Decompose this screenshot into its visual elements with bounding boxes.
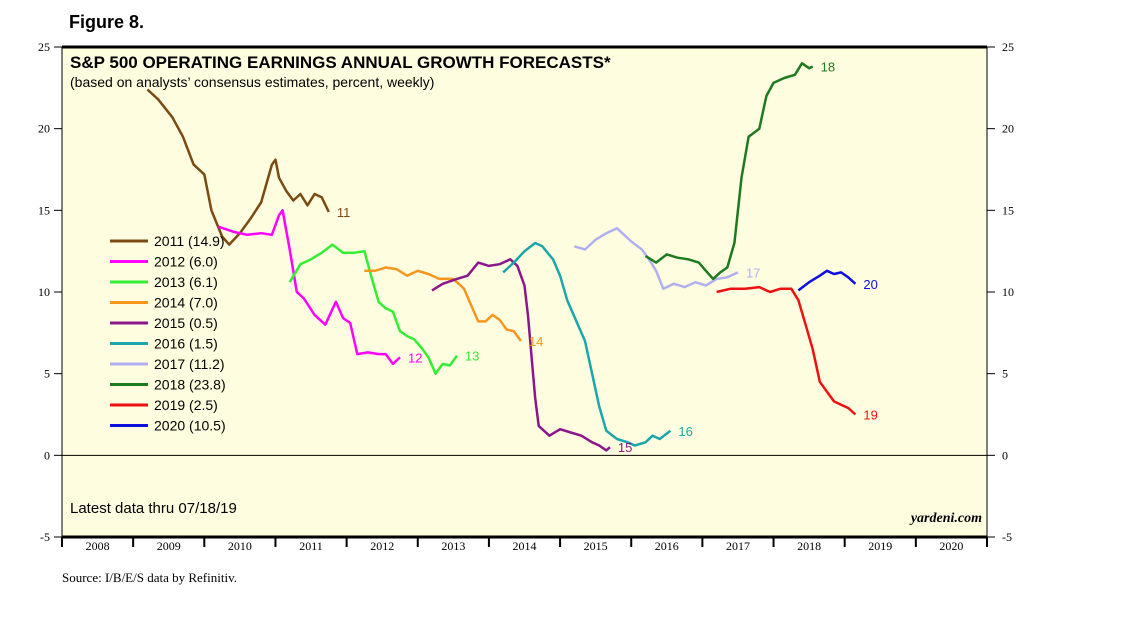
series-end-label: 18 — [821, 60, 835, 75]
y-tick-label-right: 15 — [1002, 203, 1014, 217]
x-tick-label: 2012 — [370, 539, 394, 553]
series-line-16 — [502, 241, 672, 447]
y-tick-label-left: 25 — [38, 40, 50, 54]
legend-label: 2014 (7.0) — [154, 295, 218, 311]
x-tick-label: 2020 — [939, 539, 963, 553]
x-tick-label: 2010 — [228, 539, 252, 553]
series-end-label: 17 — [746, 265, 760, 280]
series-line-15 — [431, 258, 611, 452]
legend-label: 2012 (6.0) — [154, 254, 218, 270]
y-tick-label-right: 5 — [1002, 367, 1008, 381]
x-tick-label: 2018 — [797, 539, 821, 553]
y-tick-label-left: 0 — [44, 448, 50, 462]
figure-label: Figure 8. — [69, 12, 145, 32]
y-axis-right: -5 0 5 10 15 20 25 — [987, 40, 1014, 544]
x-tick-label: 2014 — [513, 539, 537, 553]
series-line-17 — [573, 227, 739, 290]
y-tick-label-right: 10 — [1002, 285, 1014, 299]
series-end-label: 12 — [408, 350, 422, 365]
series-end-label: 16 — [678, 424, 692, 439]
series-end-label: 14 — [529, 334, 543, 349]
watermark: yardeni.com — [909, 511, 982, 526]
y-tick-label-right: 0 — [1002, 448, 1008, 462]
y-tick-label-right: -5 — [1002, 530, 1012, 544]
y-tick-label-left: 20 — [38, 122, 50, 136]
series-end-label: 15 — [618, 440, 632, 455]
series-line-11 — [146, 88, 330, 246]
x-tick-label: 2019 — [868, 539, 892, 553]
legend-label: 2011 (14.9) — [154, 233, 225, 249]
legend-label: 2013 (6.1) — [154, 274, 218, 290]
chart-title: S&P 500 OPERATING EARNINGS ANNUAL GROWTH… — [70, 53, 611, 72]
series-end-label: 13 — [465, 349, 479, 364]
series-end-label: 19 — [863, 408, 877, 423]
series-line-19 — [716, 285, 857, 416]
x-tick-label: 2015 — [584, 539, 608, 553]
series-line-20 — [797, 269, 857, 292]
x-tick-label: 2016 — [655, 539, 679, 553]
legend: 2011 (14.9) 2012 (6.0) 2013 (6.1) 2014 (7.0… — [110, 233, 226, 434]
series-line-12 — [218, 209, 401, 366]
source-note: Source: I/B/E/S data by Refinitiv. — [62, 570, 237, 585]
y-tick-label-left: 15 — [38, 203, 50, 217]
series-end-label: 11 — [337, 205, 351, 220]
y-tick-label-left: 5 — [44, 367, 50, 381]
series-end-label: 20 — [863, 277, 877, 292]
x-tick-label: 2008 — [86, 539, 110, 553]
x-tick-label: 2011 — [299, 539, 323, 553]
y-axis-left: -5 0 5 10 15 20 25 — [38, 40, 62, 544]
chart-subtitle: (based on analysts’ consensus estimates,… — [70, 74, 434, 90]
legend-label: 2019 (2.5) — [154, 397, 218, 413]
legend-label: 2015 (0.5) — [154, 315, 218, 331]
y-tick-label-right: 25 — [1002, 40, 1014, 54]
y-tick-label-right: 20 — [1002, 122, 1014, 136]
series-lines — [146, 62, 857, 452]
legend-label: 2018 (23.8) — [154, 377, 226, 393]
latest-data-note: Latest data thru 07/18/19 — [70, 500, 237, 517]
series-line-13 — [288, 243, 458, 375]
series-line-18 — [644, 62, 814, 281]
series-end-labels: 11 12 13 14 15 16 17 18 19 20 — [337, 60, 878, 456]
x-tick-label: 2009 — [157, 539, 181, 553]
y-tick-label-left: -5 — [40, 530, 50, 544]
x-tick-label: 2017 — [726, 539, 750, 553]
y-tick-label-left: 10 — [38, 285, 50, 299]
legend-label: 2017 (11.2) — [154, 356, 225, 372]
series-line-14 — [364, 266, 522, 342]
x-tick-label: 2013 — [441, 539, 465, 553]
legend-label: 2016 (1.5) — [154, 336, 218, 352]
x-axis: 2008 2009 2010 2011 2012 2013 2014 2015 2016 2017… — [61, 537, 988, 553]
legend-label: 2020 (10.5) — [154, 418, 226, 434]
